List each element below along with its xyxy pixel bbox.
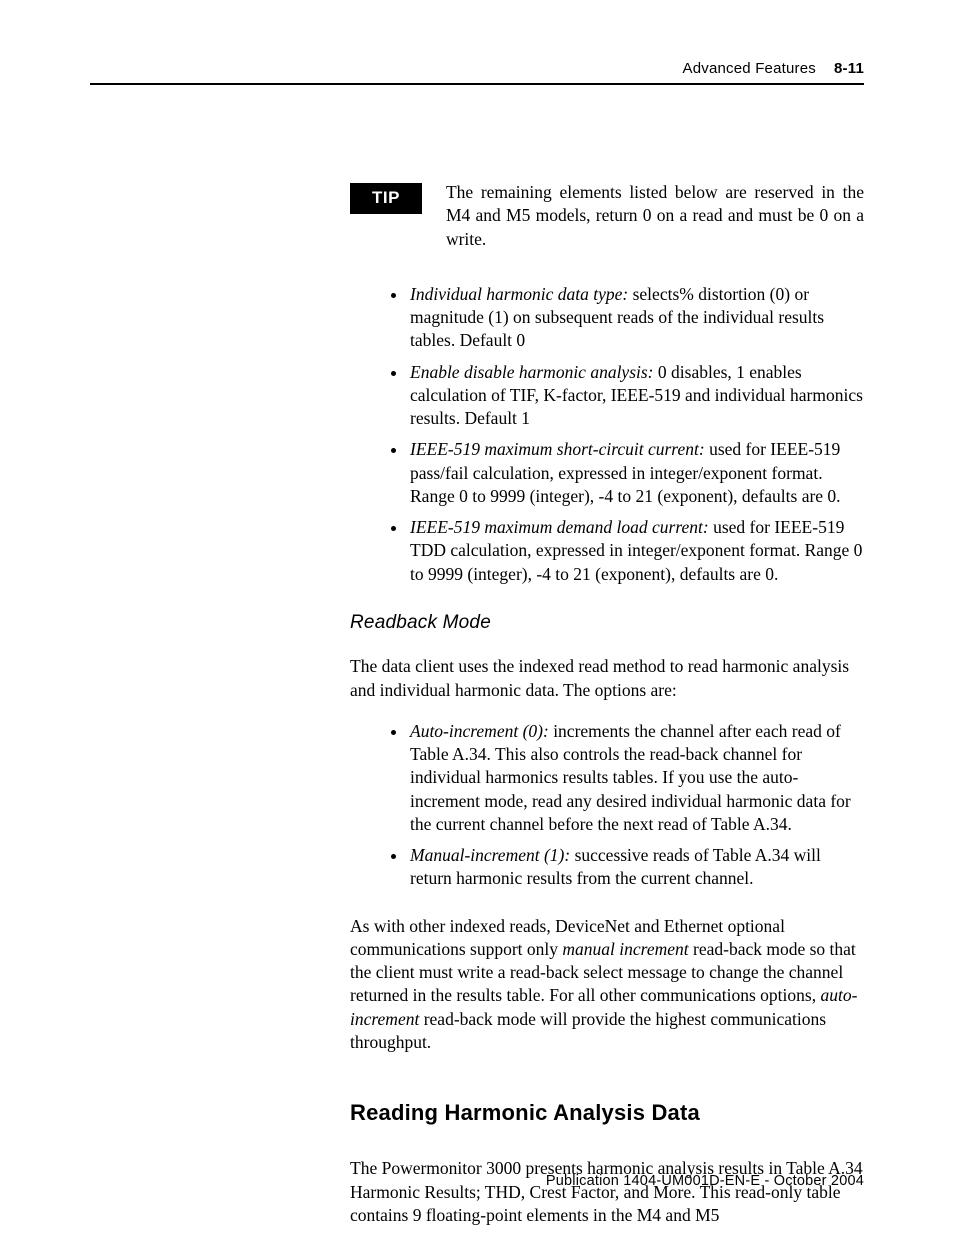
- readback-intro: The data client uses the indexed read me…: [350, 655, 864, 702]
- tip-badge: TIP: [350, 183, 422, 214]
- tip-block: TIP The remaining elements listed below …: [350, 181, 864, 251]
- list-item-lead: Manual-increment (1):: [410, 845, 570, 865]
- readback-after-para: As with other indexed reads, DeviceNet a…: [350, 915, 864, 1055]
- tip-text: The remaining elements listed below are …: [446, 181, 864, 251]
- reading-harmonic-heading: Reading Harmonic Analysis Data: [350, 1098, 864, 1127]
- list-item: IEEE-519 maximum short-circuit current: …: [408, 438, 864, 508]
- list-item: Individual harmonic data type: selects% …: [408, 283, 864, 353]
- list-item-lead: IEEE-519 maximum short-circuit current:: [410, 439, 705, 459]
- page-header: Advanced Features 8-11: [90, 60, 864, 85]
- italic-run: manual increment: [562, 939, 688, 959]
- list-item: Enable disable harmonic analysis: 0 disa…: [408, 361, 864, 431]
- list-item: Auto-increment (0): increments the chann…: [408, 720, 864, 836]
- page-footer: Publication 1404-UM001D-EN-E - October 2…: [546, 1173, 864, 1189]
- list-item-lead: Auto-increment (0):: [410, 721, 549, 741]
- header-title: Advanced Features: [683, 60, 816, 77]
- list-item: Manual-increment (1): successive reads o…: [408, 844, 864, 891]
- list-item-lead: IEEE-519 maximum demand load current:: [410, 517, 709, 537]
- list-item-lead: Enable disable harmonic analysis:: [410, 362, 654, 382]
- reserved-elements-list: Individual harmonic data type: selects% …: [350, 283, 864, 586]
- readback-mode-heading: Readback Mode: [350, 610, 864, 635]
- page-content: TIP The remaining elements listed below …: [90, 85, 864, 1227]
- text-run: read-back mode will provide the highest …: [350, 1009, 826, 1052]
- readback-options-list: Auto-increment (0): increments the chann…: [350, 720, 864, 891]
- list-item-lead: Individual harmonic data type:: [410, 284, 628, 304]
- list-item: IEEE-519 maximum demand load current: us…: [408, 516, 864, 586]
- header-page-number: 8-11: [834, 60, 864, 77]
- reading-harmonic-para: The Powermonitor 3000 presents harmonic …: [350, 1157, 864, 1227]
